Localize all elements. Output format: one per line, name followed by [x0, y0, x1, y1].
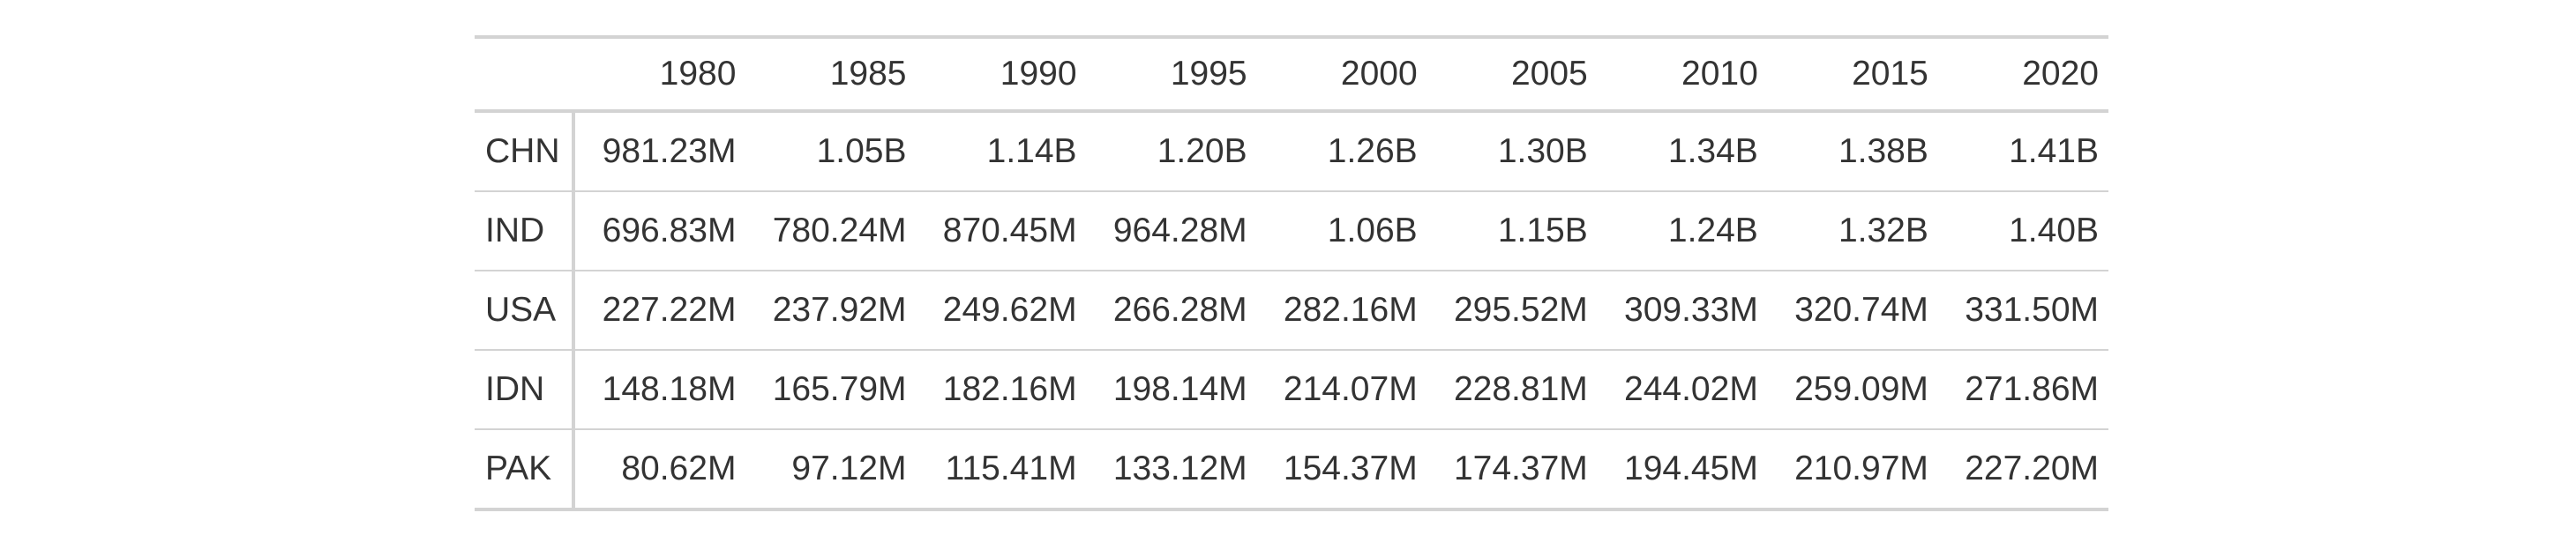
table-cell: 981.23M [602, 132, 737, 170]
table-cell: 133.12M [1086, 428, 1257, 509]
table-cell: 80.62M [573, 428, 746, 509]
table-cell: 249.62M [916, 270, 1087, 350]
table-cell: 1.24B [1597, 190, 1768, 271]
table-cell: 154.37M [1256, 428, 1427, 509]
table-cell: 182.16M [916, 349, 1087, 429]
table-cell: 1.26B [1327, 132, 1418, 170]
header-cell: 2000 [1256, 37, 1427, 113]
table-cell: 198.14M [1086, 349, 1257, 429]
table-cell: 295.52M [1427, 270, 1598, 350]
row-label: CHN [475, 111, 575, 191]
table-cell: 780.24M [745, 190, 917, 271]
header-cell: 1990 [916, 37, 1087, 113]
table-cell: 228.81M [1427, 349, 1598, 429]
table-cell: 1.20B [1157, 132, 1247, 170]
table-cell: 194.45M [1597, 428, 1768, 509]
table-header: 1980 1985 1990 1995 2000 2005 2010 2015 … [475, 37, 2108, 113]
header-cell: 2015 [1767, 37, 1938, 113]
table-cell: 1.30B [1497, 132, 1588, 170]
row-label: USA [475, 270, 575, 350]
header-cell: 1980 [573, 37, 746, 113]
table-cell: 97.12M [745, 428, 917, 509]
population-table: 1980 1985 1990 1995 2000 2005 2010 2015 … [475, 35, 2108, 511]
table-cell: 1.40B [1937, 190, 2108, 271]
header-cell: 1995 [1086, 37, 1257, 113]
header-cell: 2005 [1427, 37, 1598, 113]
table-cell: 115.41M [916, 428, 1087, 509]
table-cell: 1.15B [1427, 190, 1598, 271]
table-cell: 227.20M [1937, 428, 2108, 509]
table-cell: 1.38B [1838, 132, 1928, 170]
table-cell: 214.07M [1256, 349, 1427, 429]
header-cell: 1985 [745, 37, 917, 113]
table-cell: 870.45M [916, 190, 1087, 271]
table-cell: 1.34B [1667, 132, 1758, 170]
table-cell: 266.28M [1086, 270, 1257, 350]
table-cell: 271.86M [1937, 349, 2108, 429]
table-cell: 964.28M [1086, 190, 1257, 271]
table-cell: 148.18M [573, 349, 746, 429]
table-row: USA 227.22M 237.92M 249.62M 266.28M 282.… [475, 270, 2108, 350]
header-cell: 2010 [1597, 37, 1768, 113]
header-row: 1980 1985 1990 1995 2000 2005 2010 2015 … [475, 37, 2108, 113]
table-cell: 1.32B [1767, 190, 1938, 271]
table-cell: 282.16M [1256, 270, 1427, 350]
table-cell: 1.41B [2009, 132, 2099, 170]
table-row: CHN 981.23M 1.05B 1.14B 1.20B 1.26B 1.30… [475, 111, 2108, 191]
table-cell: 165.79M [745, 349, 917, 429]
table-cell: 244.02M [1597, 349, 1768, 429]
table-cell: 227.22M [573, 270, 746, 350]
table-cell: 259.09M [1767, 349, 1938, 429]
row-label: PAK [475, 428, 575, 509]
table-cell: 210.97M [1767, 428, 1938, 509]
table-cell: 309.33M [1597, 270, 1768, 350]
data-table-container: 1980 1985 1990 1995 2000 2005 2010 2015 … [475, 35, 2108, 511]
table-cell: 1.14B [986, 132, 1077, 170]
table-row: IND 696.83M 780.24M 870.45M 964.28M 1.06… [475, 190, 2108, 271]
table-row: IDN 148.18M 165.79M 182.16M 198.14M 214.… [475, 349, 2108, 429]
table-cell: 174.37M [1427, 428, 1598, 509]
header-stub [475, 37, 573, 113]
table-body: CHN 981.23M 1.05B 1.14B 1.20B 1.26B 1.30… [475, 111, 2108, 509]
table-cell: 1.05B [816, 132, 907, 170]
table-cell: 320.74M [1767, 270, 1938, 350]
table-cell: 237.92M [745, 270, 917, 350]
table-cell: 1.06B [1256, 190, 1427, 271]
row-label: IND [475, 190, 575, 271]
table-cell: 696.83M [573, 190, 746, 271]
header-cell: 2020 [1937, 37, 2108, 113]
row-label: IDN [475, 349, 575, 429]
table-cell: 331.50M [1937, 270, 2108, 350]
table-row: PAK 80.62M 97.12M 115.41M 133.12M 154.37… [475, 428, 2108, 509]
